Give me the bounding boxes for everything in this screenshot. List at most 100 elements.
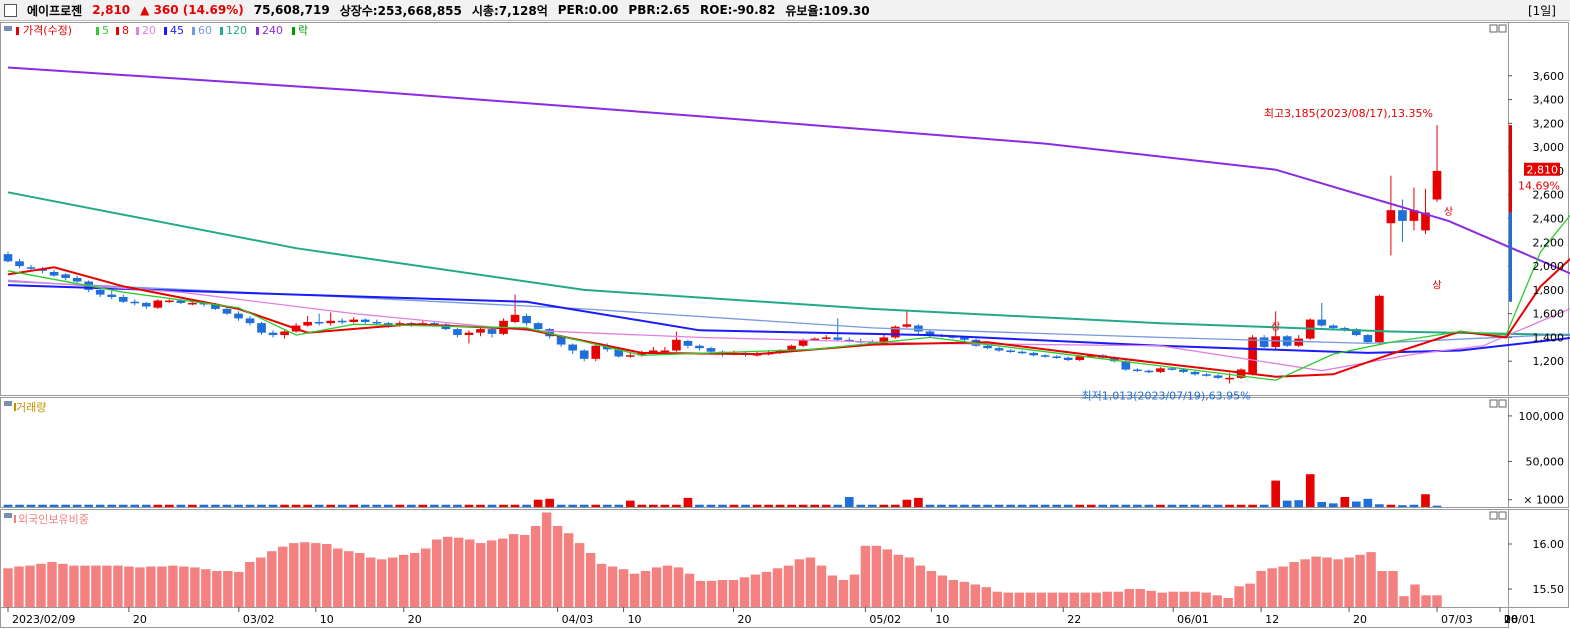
candle-body [1063, 357, 1073, 361]
candle-body [303, 321, 312, 326]
foreign-bar [256, 557, 266, 607]
foreign-bar [1388, 571, 1398, 607]
volume-tick-label: 100,000 [1519, 410, 1565, 423]
stock-name: 에이프로젠 [27, 3, 83, 18]
candle-body [1248, 337, 1257, 375]
price-tick-label: 2,400 [1533, 213, 1565, 226]
volume-bar [453, 504, 462, 507]
volume-bar [1271, 480, 1280, 507]
foreign-bar [234, 571, 244, 607]
volume-panel [0, 397, 1509, 508]
legend-price-swatch [16, 27, 19, 35]
foreign-bar [893, 554, 904, 607]
volume-bar [545, 498, 554, 507]
foreign-bar [311, 543, 321, 607]
volume-bar [84, 504, 93, 507]
panel-maximize-button[interactable] [1498, 511, 1507, 520]
volume-bar [211, 504, 220, 507]
volume-bar [15, 504, 24, 507]
foreign-bar [464, 539, 475, 607]
foreign-bar [1146, 590, 1156, 607]
volume-bar [222, 504, 232, 507]
panel-maximize-button[interactable] [1498, 24, 1507, 33]
range-bar-down [1509, 212, 1512, 302]
x-tick-label: 07/03 [1441, 613, 1473, 626]
foreign-bar [607, 566, 618, 607]
candle-body [107, 294, 117, 297]
foreign-bar [1113, 591, 1123, 607]
volume-bar [1421, 494, 1430, 507]
volume-bar [360, 504, 370, 507]
legend-price-label: 가격(수정) [23, 24, 72, 37]
ma-line-240 [7, 66, 1570, 275]
volume-bar [1006, 504, 1015, 507]
foreign-bar [1168, 591, 1178, 607]
candle-body [326, 320, 335, 324]
candle-body [1398, 210, 1407, 221]
panel-minimize-button[interactable] [1489, 24, 1498, 33]
foreign-bar [1190, 591, 1200, 607]
select-checkbox[interactable] [4, 3, 17, 17]
candle-body [533, 323, 543, 330]
volume-bar [476, 504, 485, 507]
foreign-bar [717, 580, 728, 607]
foreign-bar [1201, 592, 1211, 607]
candle-body [510, 314, 520, 322]
volume-bar [1398, 505, 1407, 507]
volume-bar [95, 504, 105, 507]
foreign-bar [14, 566, 24, 607]
volume-bar [891, 504, 900, 507]
current-price-tag [1524, 162, 1560, 176]
candle-body [1386, 210, 1396, 224]
foreign-bar [124, 566, 134, 607]
panel-maximize-button[interactable] [1498, 399, 1507, 408]
foreign-bar [871, 545, 882, 607]
high-annotation: 최고3,185(2023/08/17),13.35% [1264, 107, 1433, 120]
foreign-bar [300, 542, 310, 607]
candle-body [1017, 351, 1027, 354]
volume-bar [1144, 504, 1154, 507]
volume-bar [61, 504, 70, 507]
foreign-bar [1234, 586, 1244, 607]
panel-minimize-button[interactable] [1489, 399, 1498, 408]
volume-tick-label: 50,000 [1526, 455, 1565, 468]
foreign-bar [1047, 592, 1057, 607]
volume-bar [1156, 504, 1165, 507]
volume-tick-label: × 1000 [1523, 494, 1564, 507]
foreign-bar [1256, 571, 1266, 607]
candle-body [1052, 356, 1062, 358]
legend-swatch-5 [96, 27, 99, 35]
volume-bar [960, 504, 969, 507]
candle-body [211, 304, 220, 309]
candle-body [349, 319, 359, 322]
volume-bar [925, 504, 935, 507]
candle-body [1236, 369, 1246, 378]
foreign-bar [1135, 589, 1145, 607]
volume-bar [291, 504, 301, 507]
market-cap: 시총:7,128억 [471, 3, 548, 18]
candle-body [1144, 370, 1154, 373]
foreign-bar [398, 554, 409, 607]
foreign-bar [585, 553, 596, 607]
period-selector[interactable]: [1일] [1527, 4, 1556, 18]
volume-bar [3, 504, 13, 507]
panel-minimize-button[interactable] [1489, 511, 1498, 520]
candle-body [1340, 327, 1350, 330]
legend-swatch-60 [192, 27, 195, 35]
foreign-bar [772, 568, 783, 607]
candle-body [1432, 170, 1442, 200]
x-tick-label: 04/03 [562, 613, 594, 626]
candle-body [879, 337, 889, 344]
volume-bar [1075, 504, 1085, 507]
volume-panel-axis [1508, 397, 1569, 508]
volume-bar [199, 504, 209, 507]
candle-body [1190, 371, 1200, 375]
volume-bar [994, 504, 1004, 507]
candle-body [26, 267, 36, 269]
candle-body [833, 337, 843, 340]
foreign-bar [882, 549, 893, 607]
volume-bar [591, 504, 601, 507]
candle-body [914, 325, 923, 332]
volume-bar [556, 504, 566, 507]
foreign-bar [926, 571, 937, 607]
